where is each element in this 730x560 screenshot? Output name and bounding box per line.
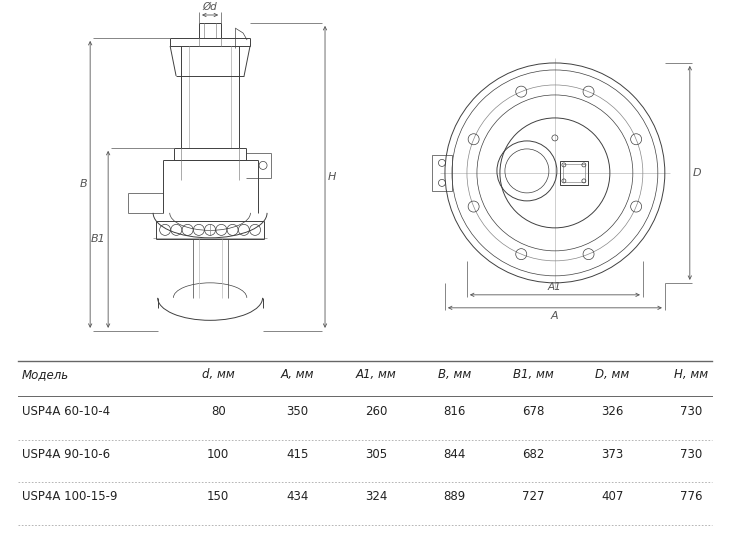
Text: 434: 434 [286,490,308,503]
Text: A, мм: A, мм [280,368,314,381]
Bar [563,164,585,182]
Text: Модель: Модель [22,368,69,381]
Text: D, мм: D, мм [596,368,629,381]
Text: 80: 80 [211,405,226,418]
Text: 373: 373 [602,447,623,460]
Text: 730: 730 [680,405,702,418]
Text: 682: 682 [523,447,545,460]
Text: 730: 730 [680,447,702,460]
Text: 150: 150 [207,490,229,503]
Text: 415: 415 [286,447,308,460]
Text: Ød: Ød [203,2,218,12]
Text: A1, мм: A1, мм [356,368,396,381]
Text: B1, мм: B1, мм [513,368,554,381]
Text: 816: 816 [444,405,466,418]
Text: d, мм: d, мм [202,368,234,381]
Text: H: H [328,172,337,182]
Text: 678: 678 [523,405,545,418]
Text: H, мм: H, мм [675,368,708,381]
Text: 100: 100 [207,447,229,460]
Text: 305: 305 [365,447,387,460]
Text: D: D [693,168,702,178]
Text: 407: 407 [602,490,623,503]
Text: 727: 727 [523,490,545,503]
Text: 889: 889 [444,490,466,503]
Text: B: B [80,179,87,189]
Text: B1: B1 [91,235,105,244]
Text: 350: 350 [286,405,308,418]
Text: 844: 844 [444,447,466,460]
Bar [560,161,588,185]
Text: A1: A1 [548,282,562,292]
Text: USP4A 100-15-9: USP4A 100-15-9 [22,490,118,503]
Text: 326: 326 [602,405,623,418]
Text: 776: 776 [680,490,702,503]
Text: USP4A 90-10-6: USP4A 90-10-6 [22,447,110,460]
Text: 260: 260 [365,405,387,418]
Text: A: A [551,311,558,321]
Text: USP4A 60-10-4: USP4A 60-10-4 [22,405,110,418]
Text: 324: 324 [365,490,387,503]
Text: B, мм: B, мм [438,368,472,381]
